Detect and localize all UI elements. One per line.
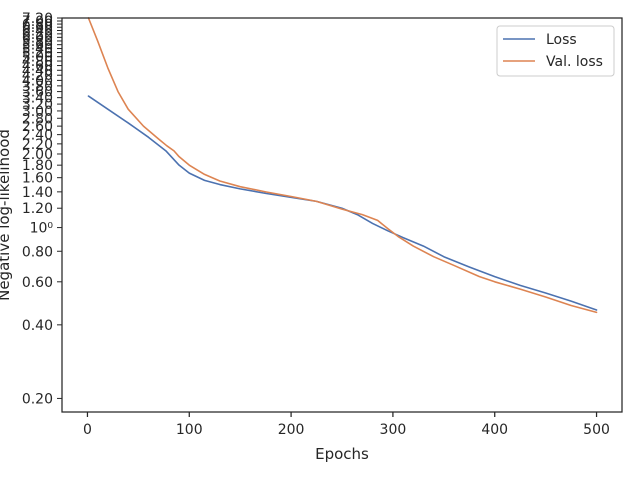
legend-label: Val. loss: [546, 54, 603, 70]
plot-area: [62, 18, 622, 412]
y-tick-label: 6.40: [22, 24, 53, 40]
y-tick-label: 2.40: [22, 128, 53, 144]
y-tick-label: 2.80: [22, 111, 53, 127]
y-tick-label: 3.60: [22, 85, 53, 101]
y-tick-label: 0.20: [22, 391, 53, 407]
y-tick-label: 5.00: [22, 50, 53, 66]
x-tick-label: 300: [380, 422, 407, 438]
y-tick-label: 0.60: [22, 275, 53, 291]
y-tick-label: 3.00: [22, 104, 53, 120]
y-tick-label: 4.40: [22, 63, 53, 79]
y-tick-label: 5.60: [22, 38, 53, 54]
y-axis-ticks: 0.200.400.600.8010⁰1.201.401.601.802.002…: [22, 11, 62, 407]
x-tick-label: 0: [83, 422, 92, 438]
y-tick-label: 2.60: [22, 119, 53, 135]
y-tick-label: 0.40: [22, 318, 53, 334]
y-tick-label: 4.80: [22, 54, 53, 70]
y-tick-label: 5.20: [22, 46, 53, 62]
y-tick-label: 1.20: [22, 201, 53, 217]
y-tick-label: 6.00: [22, 30, 53, 46]
y-tick-label: 6.80: [22, 17, 53, 33]
y-tick-label: 6.60: [22, 20, 53, 36]
x-axis-ticks: 0 100 200 300 400 500: [83, 412, 610, 438]
y-tick-label: 1.60: [22, 171, 53, 187]
y-tick-label: 3.80: [22, 79, 53, 95]
series-line-val-loss: [87, 17, 598, 314]
y-tick-label: 2.20: [22, 137, 53, 153]
y-tick-label: 10⁰: [30, 221, 54, 237]
y-tick-label: 4.20: [22, 68, 53, 84]
y-axis-title: Negative log-likelihood: [0, 129, 13, 301]
x-tick-label: 100: [176, 422, 203, 438]
y-tick-label: 0.80: [22, 244, 53, 260]
y-tick-label: 3.40: [22, 91, 53, 107]
legend-label: Loss: [546, 32, 577, 48]
y-tick-label: 1.40: [22, 185, 53, 201]
x-axis-title: Epochs: [315, 445, 369, 463]
series-lines: [87, 17, 598, 314]
x-tick-label: 400: [481, 422, 508, 438]
x-tick-label: 500: [583, 422, 610, 438]
y-tick-label: 4.60: [22, 59, 53, 75]
x-tick-label: 200: [278, 422, 305, 438]
y-tick-label: 5.80: [22, 34, 53, 50]
y-tick-label: 3.20: [22, 97, 53, 113]
y-tick-label: 1.80: [22, 158, 53, 174]
legend: Loss Val. loss: [496, 25, 615, 77]
y-tick-label: 7.00: [22, 14, 53, 30]
y-tick-label: 6.20: [22, 27, 53, 43]
plot-frame: [61, 17, 623, 413]
y-tick-label: 7.20: [22, 11, 53, 27]
y-tick-label: 4.00: [22, 73, 53, 89]
y-tick-label: 5.40: [22, 42, 53, 58]
y-tick-label: 2.00: [22, 147, 53, 163]
